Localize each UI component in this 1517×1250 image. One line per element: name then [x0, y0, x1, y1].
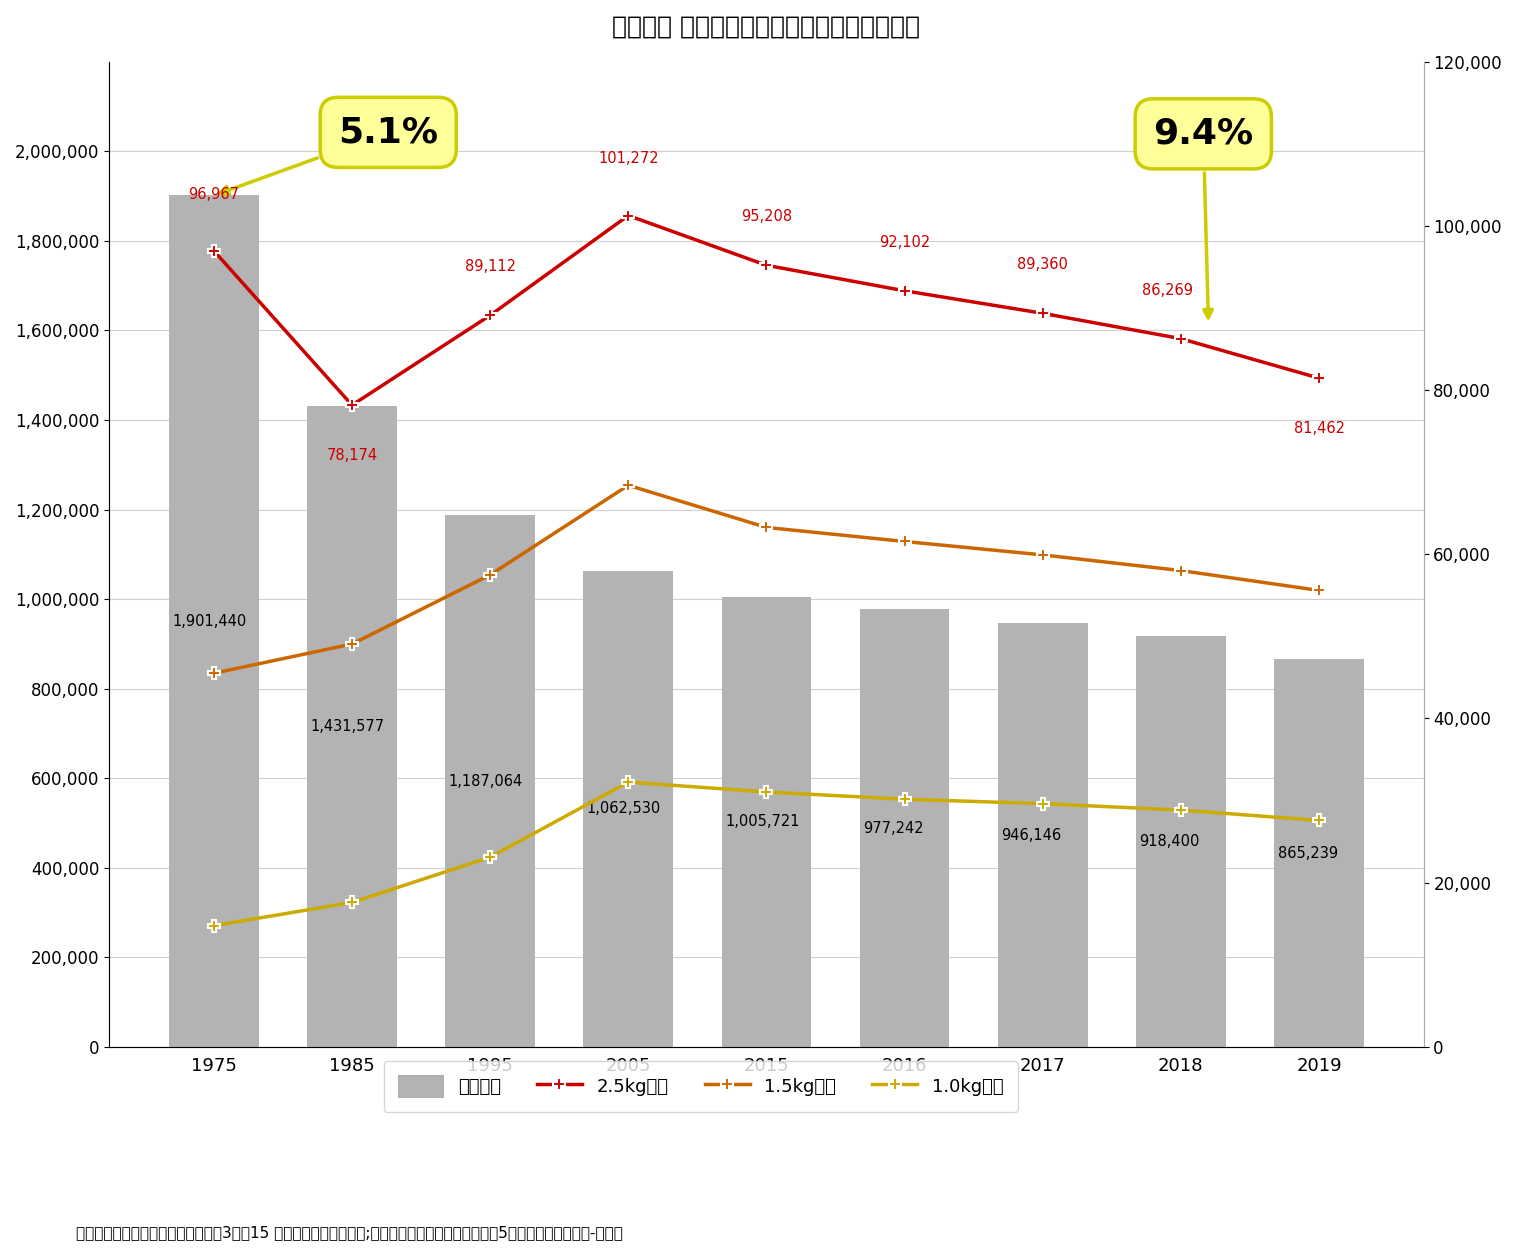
Bar	[1136, 635, 1226, 1046]
Text: 81,462: 81,462	[1294, 420, 1344, 435]
Text: 977,242: 977,242	[863, 820, 924, 835]
Text: 1,005,721: 1,005,721	[725, 814, 799, 829]
Text: 92,102: 92,102	[878, 235, 930, 250]
Bar	[584, 571, 674, 1046]
Text: 86,269: 86,269	[1142, 282, 1192, 298]
Text: 918,400: 918,400	[1139, 834, 1200, 849]
Text: 865,239: 865,239	[1277, 846, 1338, 861]
Text: 78,174: 78,174	[326, 448, 378, 462]
Text: 95,208: 95,208	[740, 209, 792, 224]
Text: 9.4%: 9.4%	[1153, 116, 1253, 318]
Bar	[998, 624, 1088, 1046]
Bar	[446, 515, 536, 1046]
Text: 1,431,577: 1,431,577	[311, 719, 385, 734]
Text: 1,062,530: 1,062,530	[587, 801, 661, 816]
Bar	[722, 596, 812, 1046]
Text: 101,272: 101,272	[598, 151, 658, 166]
Text: 出所：厉生労働省人口動態統計令和3年、15 出生数，出生時の体重;出生時の平均体重，母の年齢（5歳階級）・性・単産-複産・
年次別　－昭和50・60・平成10・: 出所：厉生労働省人口動態統計令和3年、15 出生数，出生時の体重;出生時の平均体…	[76, 1225, 622, 1250]
Text: 1,187,064: 1,187,064	[449, 774, 523, 789]
Bar	[860, 609, 950, 1046]
Text: 96,967: 96,967	[188, 186, 240, 201]
Text: 5.1%: 5.1%	[220, 115, 438, 194]
Text: 1,901,440: 1,901,440	[173, 614, 247, 629]
Text: 89,360: 89,360	[1018, 258, 1068, 272]
Text: 89,112: 89,112	[464, 259, 516, 274]
Legend: 出生総数, 2.5kg未満, 1.5kg未満, 1.0kg未満: 出生総数, 2.5kg未満, 1.5kg未満, 1.0kg未満	[384, 1061, 1018, 1111]
Text: 946,146: 946,146	[1001, 828, 1062, 842]
Bar	[306, 406, 397, 1046]
Bar	[1274, 660, 1364, 1046]
Bar	[168, 195, 259, 1046]
Title: 図表２． 低出生体重児総数（人）の年次推移: 図表２． 低出生体重児総数（人）の年次推移	[613, 15, 921, 39]
